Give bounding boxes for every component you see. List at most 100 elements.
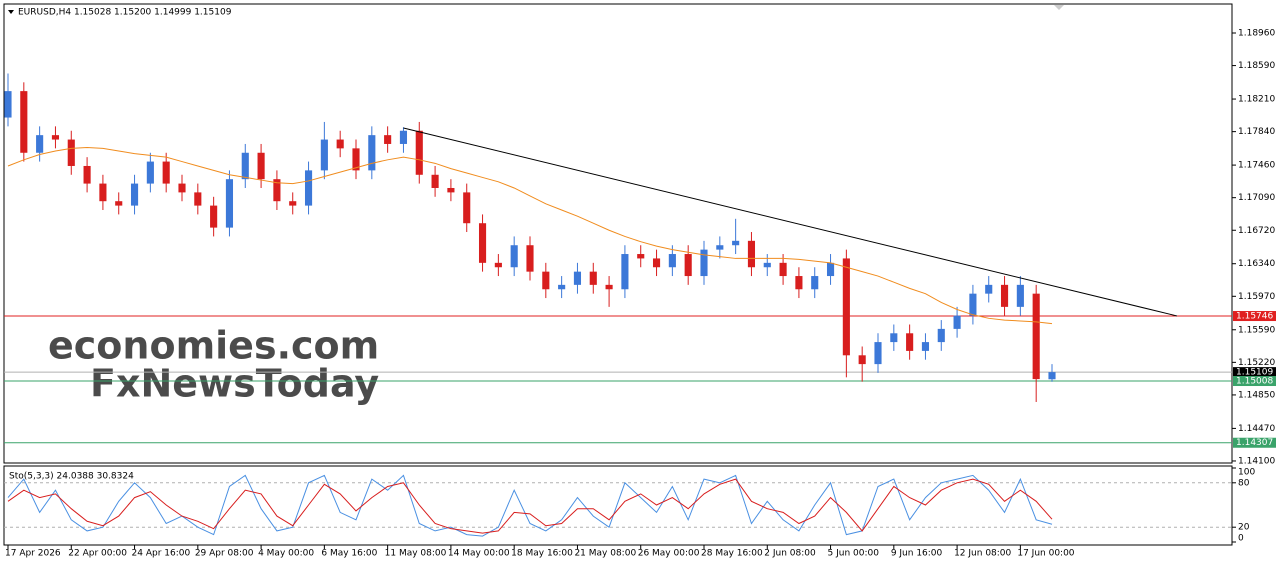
candle-body: [130, 183, 139, 206]
candle-body: [210, 205, 218, 228]
candle-body: [115, 201, 123, 206]
y-tick-label: 100: [1238, 468, 1255, 478]
candle-body: [1048, 372, 1056, 380]
y-tick-label: 1.18210: [1238, 95, 1275, 105]
candle-body: [652, 258, 661, 268]
candle-body: [463, 192, 471, 224]
candle-body: [99, 183, 107, 202]
candle-body: [558, 284, 566, 290]
candle-body: [20, 91, 28, 153]
scroll-marker: [1054, 5, 1064, 10]
y-tick-label: 1.17090: [1238, 193, 1275, 203]
x-tick-label: 26 May 00:00: [638, 549, 700, 559]
x-tick-label: 5 Jun 00:00: [828, 549, 880, 559]
candle-body: [906, 333, 914, 351]
candle-body: [304, 170, 313, 206]
candle-body: [384, 135, 392, 144]
candle-body: [289, 201, 297, 206]
candle-body: [779, 262, 787, 277]
y-tick-label: 1.15220: [1238, 358, 1275, 368]
candle-body: [1032, 293, 1040, 380]
y-tick-label: 80: [1238, 478, 1250, 488]
candle-body: [700, 249, 708, 277]
price-label-box: [1233, 367, 1276, 378]
price-label: 1.15109: [1236, 368, 1273, 378]
candle-body: [431, 174, 439, 188]
candle-body: [415, 130, 423, 175]
candle-body: [826, 262, 835, 277]
candle-body: [668, 254, 676, 268]
y-tick-label: 1.14470: [1238, 424, 1275, 434]
price-label-box: [1233, 437, 1276, 448]
stoch-line: [7, 474, 1053, 537]
x-tick-label: 11 May 08:00: [385, 549, 447, 559]
candle-body: [637, 254, 645, 259]
price-label: 1.15746: [1236, 312, 1273, 322]
stoch-frame: [3, 465, 1233, 546]
y-tick-label: 1.16720: [1238, 226, 1275, 236]
candle-body: [194, 192, 202, 206]
x-tick-label: 12 Jun 08:00: [954, 549, 1011, 559]
candle-body: [953, 315, 961, 329]
candle-body: [146, 161, 154, 184]
candle-body: [890, 333, 898, 343]
candle-body: [732, 240, 740, 246]
candle-body: [573, 271, 582, 285]
x-tick-label: 9 Jun 16:00: [891, 549, 943, 559]
candle-body: [605, 284, 613, 290]
watermark: economies.com: [48, 324, 379, 368]
candle-body: [937, 328, 945, 343]
y-tick-label: 1.15590: [1238, 325, 1275, 335]
y-tick-label: 1.15970: [1238, 292, 1275, 302]
y-tick-label: 1.17840: [1238, 127, 1275, 137]
candle-body: [842, 258, 850, 356]
price-label: 1.15008: [1236, 377, 1273, 387]
y-tick-label: 1.18960: [1238, 29, 1275, 39]
y-tick-label: 1.18590: [1238, 61, 1275, 71]
candle-body: [399, 130, 408, 144]
candle-body: [352, 148, 360, 171]
chart-title: EURUSD,H4 1.15028 1.15200 1.14999 1.1510…: [18, 8, 232, 18]
x-tick-label: 4 May 00:00: [258, 549, 314, 559]
candle-body: [542, 271, 550, 290]
candle-body: [162, 161, 170, 184]
candle-body: [178, 183, 186, 193]
trendline: [403, 127, 1178, 317]
candle-body: [51, 135, 60, 140]
candle-body: [368, 135, 376, 171]
candle-body: [969, 293, 977, 316]
candle-body: [447, 187, 455, 193]
candle-body: [621, 254, 629, 290]
price-label-box: [1233, 376, 1276, 387]
candle-body: [747, 240, 756, 268]
candle-body: [716, 245, 724, 250]
stoch-line: [7, 478, 1053, 534]
moving-average: [7, 146, 1053, 325]
price-label-box: [1233, 311, 1276, 322]
candle-body: [684, 254, 692, 277]
menu-triangle[interactable]: [8, 10, 14, 14]
candle-body: [921, 342, 930, 351]
candle-body: [795, 276, 803, 290]
candle-body: [510, 245, 518, 268]
candle-body: [1016, 284, 1024, 307]
candle-body: [241, 152, 249, 180]
x-tick-label: 14 May 00:00: [448, 549, 510, 559]
candle-body: [494, 262, 502, 268]
indicator-title: Sto(5,3,3) 24.0388 30.8324: [9, 472, 134, 482]
x-tick-label: 17 Jun 00:00: [1017, 549, 1074, 559]
watermark: FxNewsToday: [90, 362, 379, 406]
candle-body: [336, 139, 344, 149]
y-tick-label: 1.16340: [1238, 259, 1275, 269]
candle-body: [4, 91, 12, 118]
candle-body: [257, 152, 265, 180]
candle-body: [874, 342, 882, 365]
candle-body: [36, 135, 44, 153]
candle-body: [589, 271, 597, 285]
x-tick-label: 24 Apr 16:00: [132, 549, 191, 559]
candle-body: [985, 284, 993, 294]
x-tick-label: 21 May 08:00: [574, 549, 636, 559]
candle-body: [83, 165, 91, 184]
candle-body: [526, 245, 534, 272]
